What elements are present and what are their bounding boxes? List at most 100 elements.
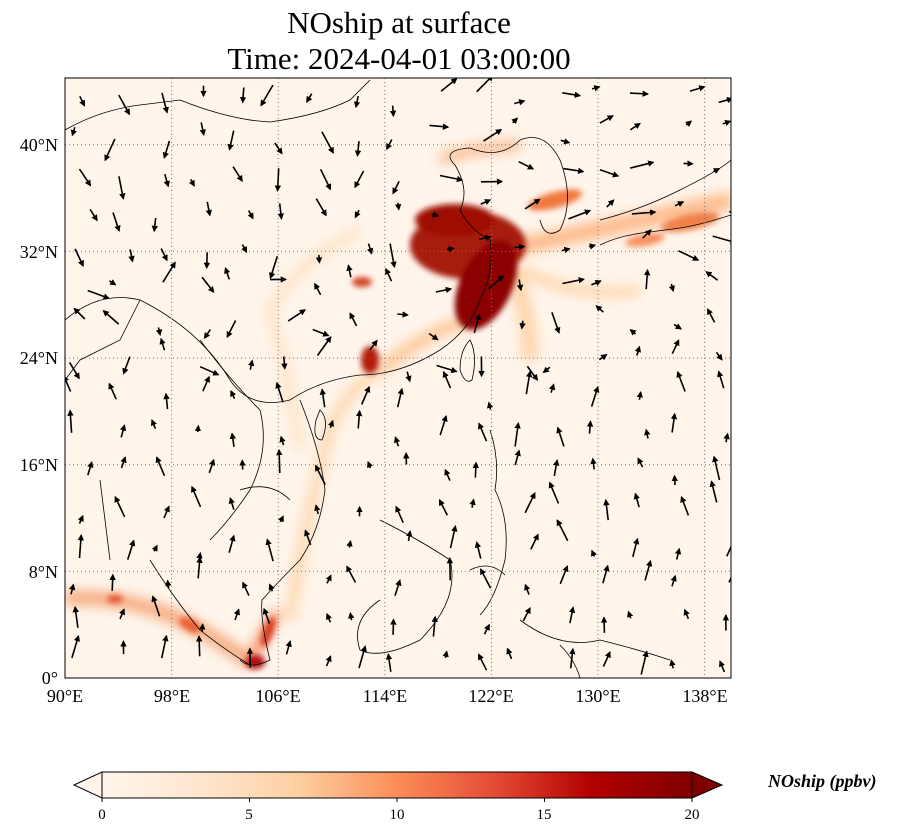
wind-arrow bbox=[428, 332, 439, 341]
wind-arrow bbox=[226, 320, 237, 339]
wind-arrow bbox=[477, 653, 488, 671]
wind-arrow bbox=[247, 210, 254, 220]
wind-arrow bbox=[108, 279, 117, 286]
wind-arrow bbox=[394, 202, 402, 211]
wind-arrow bbox=[389, 243, 397, 269]
wind-arrow bbox=[128, 249, 135, 263]
wind-arrow bbox=[478, 422, 488, 442]
wind-arrow bbox=[598, 353, 608, 361]
wind-arrow bbox=[248, 359, 255, 370]
wind-arrow bbox=[277, 203, 285, 220]
wind-arrow bbox=[644, 559, 653, 581]
lon-tick: 138°E bbox=[682, 686, 728, 706]
wind-arrow bbox=[78, 168, 92, 187]
map-canvas bbox=[65, 78, 731, 678]
wind-arrow bbox=[728, 576, 731, 583]
wind-arrow bbox=[108, 382, 117, 400]
wind-arrow bbox=[191, 485, 202, 508]
map-subtitle-time: Time: 2024-04-01 03:00:00 bbox=[227, 41, 571, 76]
wind-arrow bbox=[712, 455, 721, 481]
wind-arrow bbox=[514, 243, 526, 251]
colorbar-tick: 20 bbox=[684, 807, 700, 823]
wind-arrow bbox=[511, 117, 519, 125]
wind-arrow bbox=[354, 209, 361, 219]
wind-arrow bbox=[360, 385, 371, 405]
wind-arrow bbox=[632, 537, 640, 558]
wind-arrow bbox=[367, 460, 373, 469]
wind-arrow bbox=[87, 289, 110, 300]
wind-arrow bbox=[279, 435, 286, 446]
wind-arrow bbox=[718, 96, 731, 104]
wind-arrow bbox=[199, 623, 206, 632]
wind-arrow bbox=[556, 519, 569, 542]
wind-arrow bbox=[314, 464, 326, 485]
wind-arrow bbox=[553, 459, 560, 477]
wind-arrow bbox=[385, 653, 393, 672]
wind-arrow bbox=[160, 634, 169, 659]
wind-arrow bbox=[568, 209, 592, 220]
wind-arrow bbox=[706, 308, 716, 323]
wind-arrow bbox=[642, 229, 652, 239]
wind-arrow bbox=[723, 432, 730, 443]
wind-arrow bbox=[319, 388, 327, 408]
wind-arrow bbox=[77, 514, 84, 524]
wind-arrow bbox=[119, 608, 125, 620]
wind-arrow bbox=[633, 492, 640, 508]
wind-arrow bbox=[668, 283, 675, 293]
wind-arrow bbox=[474, 541, 482, 559]
wind-arrow bbox=[389, 105, 397, 118]
wind-arrow bbox=[551, 312, 561, 334]
wind-arrow bbox=[281, 356, 288, 370]
wind-arrow bbox=[394, 436, 401, 447]
lat-tick: 0° bbox=[41, 668, 58, 688]
plot-frame bbox=[64, 77, 732, 679]
wind-arrow bbox=[678, 250, 700, 261]
wind-arrow bbox=[392, 180, 400, 195]
wind-arrow bbox=[629, 90, 649, 97]
wind-arrow bbox=[526, 365, 539, 381]
wind-arrow bbox=[199, 365, 220, 376]
wind-arrow bbox=[561, 246, 571, 254]
wind-arrow bbox=[112, 212, 121, 233]
wind-arrow bbox=[277, 515, 284, 523]
wind-arrow bbox=[151, 217, 158, 233]
wind-arrow bbox=[435, 286, 453, 294]
wind-arrow bbox=[524, 583, 531, 595]
wind-arrow bbox=[486, 401, 494, 410]
wind-arrow bbox=[442, 650, 449, 658]
lat-tick: 8°N bbox=[28, 562, 58, 582]
wind-arrow bbox=[346, 264, 353, 278]
wind-arrow bbox=[150, 419, 157, 429]
colorbar-tick: 0 bbox=[98, 807, 106, 823]
wind-arrow bbox=[285, 640, 292, 655]
wind-arrow bbox=[230, 389, 237, 399]
wind-arrow bbox=[525, 370, 533, 395]
wind-arrow bbox=[325, 655, 332, 667]
wind-arrow bbox=[196, 556, 203, 579]
wind-arrow bbox=[274, 168, 282, 192]
wind-arrow bbox=[562, 277, 585, 285]
wind-arrow bbox=[591, 85, 601, 92]
lon-tick: 130°E bbox=[575, 686, 621, 706]
wind-arrow bbox=[709, 480, 718, 503]
lat-tick: 24°N bbox=[19, 348, 58, 368]
wind-arrow bbox=[228, 534, 236, 553]
wind-arrow bbox=[636, 390, 643, 400]
wind-arrow bbox=[163, 392, 170, 410]
wind-arrow bbox=[519, 320, 526, 330]
wind-arrow bbox=[603, 498, 610, 521]
wind-arrow bbox=[439, 414, 448, 436]
wind-arrow bbox=[203, 329, 211, 340]
wind-arrow bbox=[595, 305, 604, 313]
wind-arrow bbox=[674, 201, 685, 208]
wind-arrow bbox=[674, 547, 682, 560]
wind-arrow bbox=[634, 345, 642, 356]
wind-arrow bbox=[89, 208, 98, 222]
wind-arrow bbox=[643, 268, 651, 290]
wind-arrow bbox=[394, 579, 402, 596]
wind-arrow bbox=[276, 448, 283, 474]
wind-arrow bbox=[367, 243, 374, 255]
lon-tick: 114°E bbox=[362, 686, 408, 706]
wind-arrow bbox=[328, 419, 335, 429]
wind-arrow bbox=[518, 160, 535, 170]
